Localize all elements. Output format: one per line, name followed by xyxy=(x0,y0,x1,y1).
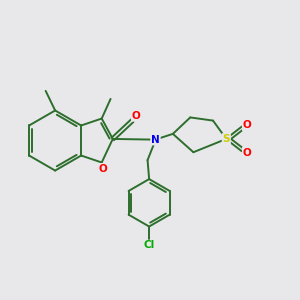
Text: O: O xyxy=(99,164,108,174)
Text: S: S xyxy=(223,134,230,144)
Text: O: O xyxy=(243,120,251,130)
Text: Cl: Cl xyxy=(143,241,155,250)
Text: N: N xyxy=(151,135,160,145)
Text: O: O xyxy=(132,111,140,121)
Text: O: O xyxy=(243,148,251,158)
